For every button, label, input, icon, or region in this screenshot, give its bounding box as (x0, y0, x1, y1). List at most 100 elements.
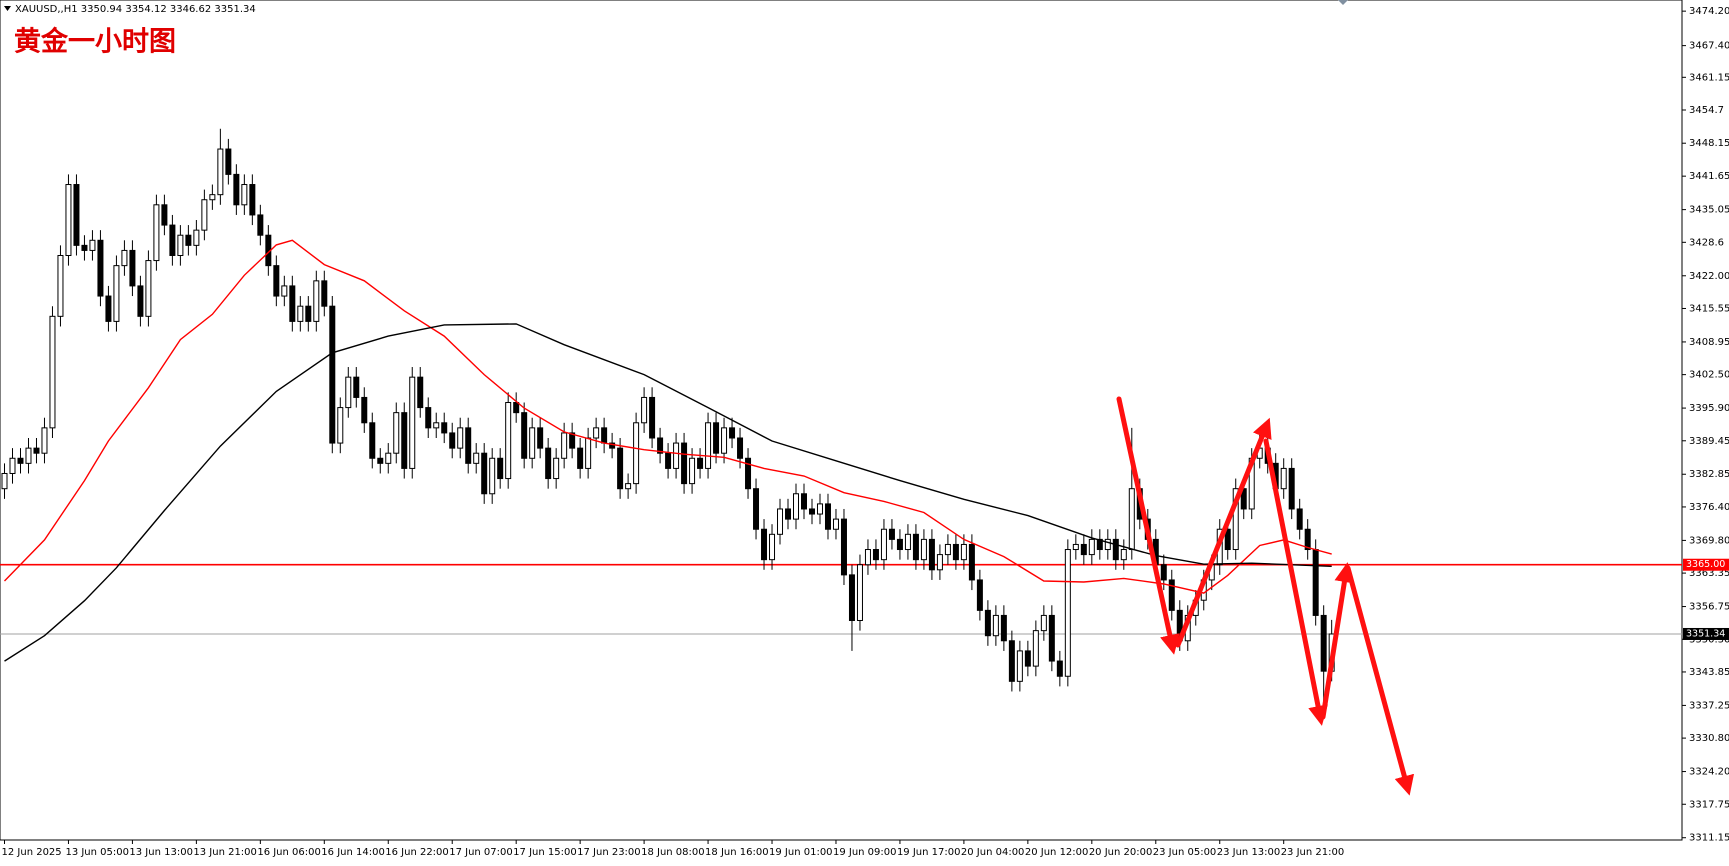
candle-body (1104, 538, 1111, 551)
candle-body (545, 447, 552, 480)
candle-body (185, 234, 192, 246)
y-tick-label: 3395.90 (1689, 403, 1729, 414)
candle-body (473, 452, 480, 464)
candle-body (697, 457, 704, 469)
candle-body (713, 422, 720, 454)
y-tick-label: 3337.25 (1689, 700, 1729, 711)
candle-body (721, 427, 728, 454)
candle-body (769, 533, 776, 561)
candle-body (1112, 538, 1119, 561)
candle-body (305, 305, 312, 322)
candle-body (521, 412, 528, 459)
y-tick-label: 3382.85 (1689, 469, 1729, 480)
candle-body (673, 442, 680, 469)
y-tick-label: 3376.40 (1689, 502, 1729, 513)
y-tick-label: 3343.85 (1689, 667, 1729, 678)
candle-body (880, 528, 887, 561)
candle-body (1128, 488, 1135, 551)
candle-body (369, 422, 376, 459)
price-label: 3365.00 (1686, 559, 1725, 570)
candle-body (1288, 467, 1295, 510)
candle-body (1000, 614, 1007, 642)
candle-body (840, 518, 847, 576)
candle-body (457, 427, 464, 449)
candle-body (561, 432, 568, 459)
candle-body (137, 285, 144, 317)
candle-body (1032, 630, 1039, 667)
candle-body (808, 508, 815, 515)
candle-body (912, 533, 919, 561)
x-tick-label: 16 Jun 14:00 (321, 847, 385, 858)
candle-body (569, 432, 576, 449)
x-tick-label: 23 Jun 21:00 (1281, 847, 1345, 858)
candle-body (465, 427, 472, 464)
x-tick-label: 19 Jun 01:00 (769, 847, 833, 858)
candle-body (609, 442, 616, 449)
candle-body (904, 533, 911, 551)
candle-body (249, 184, 256, 216)
candle-body (1320, 614, 1327, 672)
candle-body (960, 543, 967, 561)
candle-body (273, 265, 280, 297)
candle-body (729, 427, 736, 439)
candle-body (785, 508, 792, 520)
y-tick-label: 3428.6 (1689, 237, 1724, 248)
candle-body (856, 564, 863, 621)
candle-body (337, 407, 344, 444)
candle-body (888, 528, 895, 540)
candle-body (145, 260, 152, 317)
chart-title: 黄金一小时图 (14, 26, 176, 58)
y-tick-label: 3402.50 (1689, 370, 1729, 381)
candle-body (73, 184, 80, 246)
candle-body (1040, 614, 1047, 632)
candle-body (353, 376, 360, 398)
candle-body (585, 437, 592, 469)
candle-body (489, 457, 496, 495)
symbol-info: XAUUSD,,H1 3350.94 3354.12 3346.62 3351.… (15, 4, 256, 15)
candle-body (97, 239, 104, 297)
candle-body (1304, 528, 1311, 551)
candle-body (241, 184, 248, 206)
candle-body (793, 493, 800, 520)
candle-body (1232, 488, 1239, 551)
candle-body (1168, 579, 1175, 611)
candle-body (928, 538, 935, 571)
candle-body (577, 447, 584, 469)
candle-body (625, 483, 632, 490)
candle-body (1056, 660, 1063, 677)
candle-body (816, 503, 823, 515)
candle-body (681, 442, 688, 485)
x-tick-label: 17 Jun 15:00 (513, 847, 577, 858)
price-label: 3351.34 (1686, 628, 1725, 639)
x-tick-label: 16 Jun 22:00 (385, 847, 449, 858)
candle-body (601, 427, 608, 444)
candle-body (41, 427, 48, 454)
x-tick-label: 16 Jun 06:00 (257, 847, 321, 858)
arrow-annotations (1116, 396, 1415, 796)
candle-body (1296, 508, 1303, 530)
candle-body (57, 254, 64, 317)
candle-body (824, 503, 831, 530)
candle-body (49, 315, 56, 429)
y-tick-label: 3363.35 (1689, 568, 1729, 579)
y-tick-label: 3330.80 (1689, 733, 1729, 744)
x-tick-label: 18 Jun 16:00 (705, 847, 769, 858)
candle-body (433, 422, 440, 429)
candle-body (217, 148, 224, 196)
candle-body (936, 554, 943, 571)
candle-body (313, 280, 320, 322)
candle-body (665, 452, 672, 469)
candle-body (17, 457, 24, 464)
x-tick-label: 23 Jun 13:00 (1217, 847, 1281, 858)
arrow (1175, 417, 1272, 648)
candle-body (649, 396, 656, 439)
x-tick-label: 18 Jun 08:00 (641, 847, 705, 858)
candle-body (1224, 528, 1231, 551)
x-tick-label: 12 Jun 2025 (2, 847, 62, 858)
candle-body (113, 265, 120, 322)
y-tick-label: 3317.75 (1689, 799, 1729, 810)
candle-body (33, 447, 40, 454)
price-label-box (1683, 627, 1729, 640)
x-tick-label: 19 Jun 17:00 (897, 847, 961, 858)
